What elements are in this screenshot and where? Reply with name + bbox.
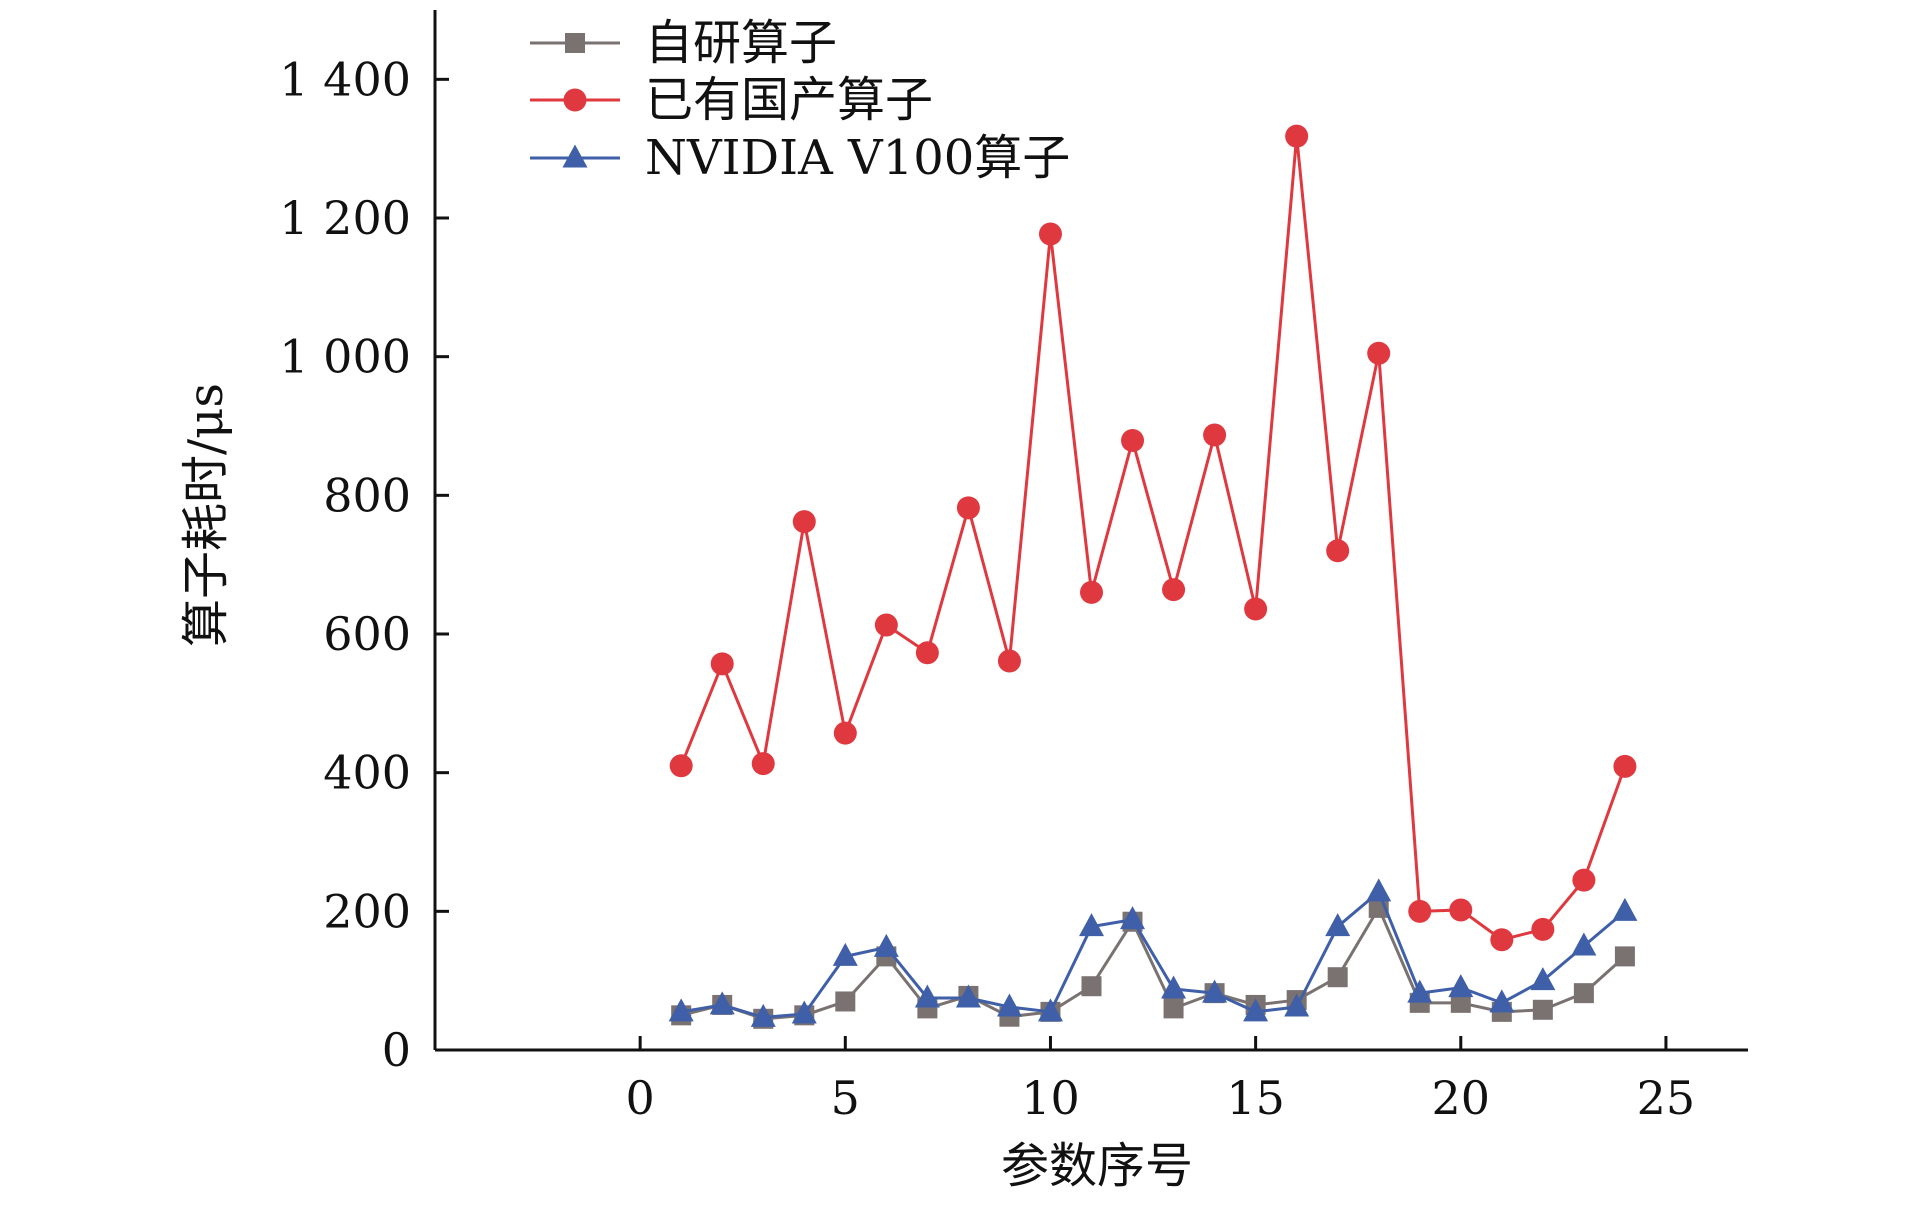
legend-marker (565, 33, 585, 53)
data-point (1612, 897, 1638, 921)
data-point (1571, 932, 1597, 956)
data-point (668, 998, 694, 1022)
y-tick-label: 1 400 (279, 52, 411, 106)
data-point (1531, 917, 1555, 941)
y-tick-label: 400 (323, 746, 411, 800)
data-point (1243, 998, 1269, 1022)
series-square (671, 897, 1635, 1029)
data-point (1407, 979, 1433, 1003)
data-point (915, 641, 939, 665)
data-point (1244, 597, 1268, 621)
data-point (956, 496, 980, 520)
legend-label: NVIDIA V100算子 (645, 130, 1070, 186)
data-point (1284, 993, 1310, 1017)
data-point (1408, 899, 1432, 923)
data-point (1203, 423, 1227, 447)
y-axis-title: 算子耗时/μs (178, 383, 234, 647)
data-point (1573, 983, 1594, 1004)
data-point (1162, 578, 1186, 602)
x-tick-label: 20 (1432, 1071, 1491, 1125)
data-point (1285, 124, 1309, 148)
y-tick-label: 1 000 (279, 330, 411, 384)
data-point (1450, 992, 1471, 1013)
data-point (751, 752, 775, 776)
data-point (1037, 998, 1063, 1022)
data-point (1614, 946, 1635, 967)
data-point (1449, 898, 1473, 922)
data-point (1489, 989, 1515, 1013)
legend-label: 已有国产算子 (645, 72, 933, 128)
data-point (1448, 974, 1474, 998)
data-point (710, 652, 734, 676)
data-point (996, 993, 1022, 1017)
data-point (750, 1003, 776, 1027)
data-point (833, 721, 857, 745)
data-point (1163, 998, 1184, 1019)
series-layer (668, 124, 1638, 1029)
series-line (679, 136, 1627, 942)
x-tick-label: 0 (626, 1071, 655, 1125)
data-point (874, 613, 898, 637)
data-point (1367, 341, 1391, 365)
legend-label: 自研算子 (645, 15, 837, 71)
y-tick-label: 600 (323, 607, 411, 661)
series-circle (669, 124, 1637, 952)
x-tick-label: 10 (1021, 1071, 1080, 1125)
axes: 0 200 400 600 800 1 000 1 200 1 400 0 5 10 15 20 25 (279, 10, 1748, 1125)
data-point (1613, 754, 1637, 778)
series-triangle (668, 878, 1638, 1027)
data-point (1202, 979, 1228, 1003)
y-tick-label: 800 (323, 468, 411, 522)
data-point (669, 754, 693, 778)
legend-marker (563, 88, 587, 112)
data-point (791, 1000, 817, 1024)
x-tick-label: 15 (1226, 1071, 1285, 1125)
data-point (1366, 878, 1392, 902)
data-point (1079, 913, 1104, 937)
data-point (792, 510, 816, 534)
data-point (1121, 429, 1145, 453)
data-point (955, 984, 981, 1008)
data-point (1532, 999, 1553, 1020)
data-point (835, 991, 856, 1012)
data-point (1326, 539, 1350, 563)
data-point (914, 984, 940, 1008)
legend-marker (562, 144, 588, 168)
data-point (1081, 976, 1102, 997)
data-point (1120, 906, 1146, 930)
data-point (997, 649, 1021, 673)
y-tick-label: 1 200 (279, 191, 411, 245)
data-point (873, 933, 899, 957)
data-point (1327, 967, 1348, 988)
data-point (1161, 975, 1187, 999)
x-axis-title: 参数序号 (1001, 1138, 1193, 1194)
data-point (1572, 868, 1596, 892)
series-line (680, 889, 1626, 1019)
data-point (1490, 928, 1514, 952)
data-point (832, 942, 858, 966)
legend-item: NVIDIA V100算子 (530, 130, 1070, 186)
legend-item: 已有国产算子 (530, 72, 933, 128)
data-point (1325, 913, 1351, 937)
x-tick-label: 25 (1637, 1071, 1696, 1125)
data-point (1530, 967, 1556, 991)
x-tick-label: 5 (831, 1071, 860, 1125)
data-point (709, 991, 735, 1015)
data-point (1038, 222, 1062, 246)
y-tick-label: 0 (382, 1023, 411, 1077)
y-tick-label: 200 (323, 884, 411, 938)
data-point (1080, 580, 1103, 604)
legend-item: 自研算子 (530, 15, 837, 71)
